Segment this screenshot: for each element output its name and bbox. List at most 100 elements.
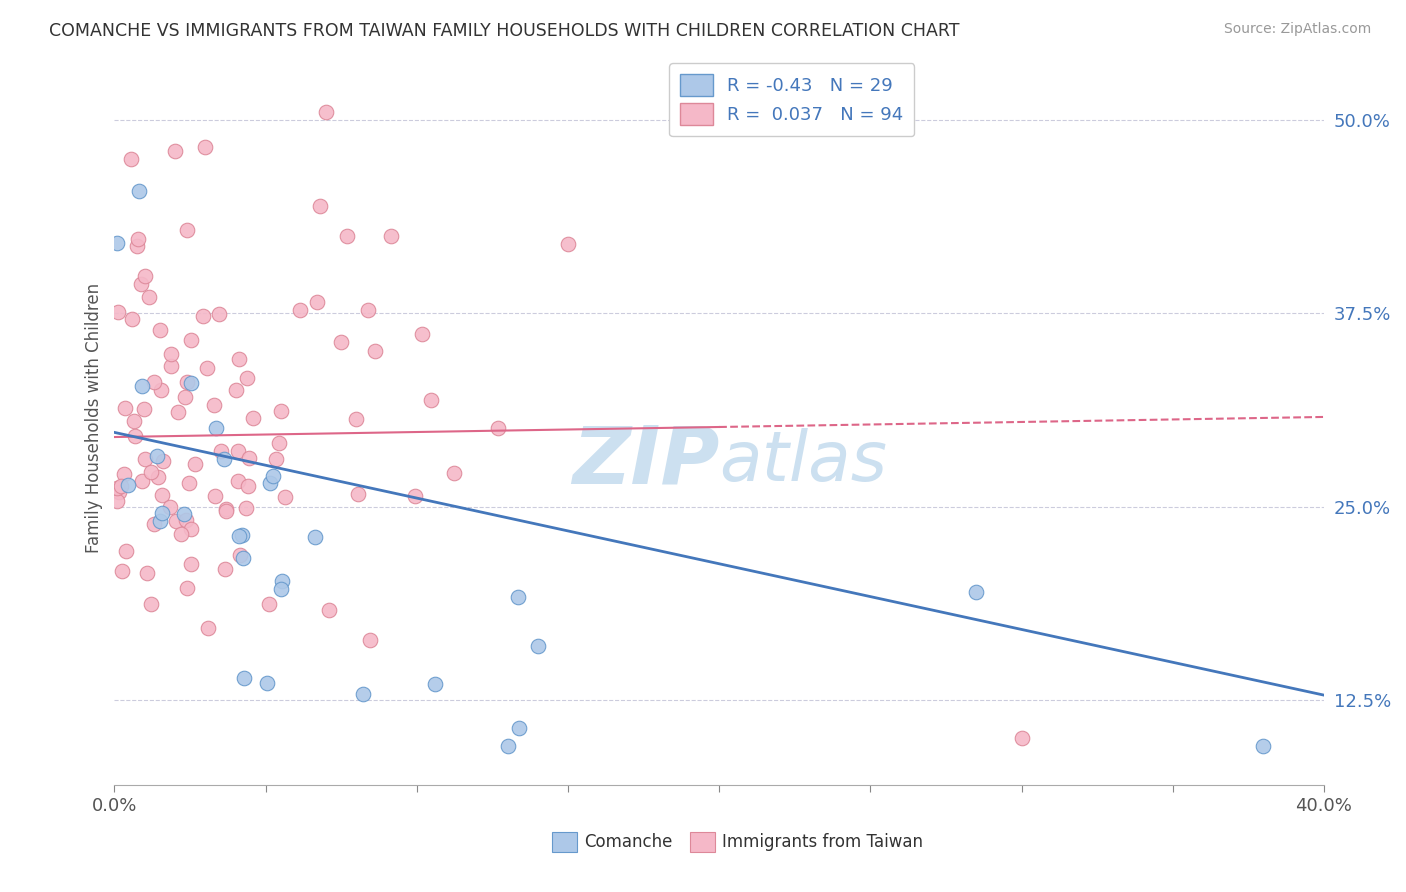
Point: [149, 514, 172, 528]
Point: [364, 344, 387, 359]
Point: [270, 582, 292, 596]
Point: [180, 557, 202, 571]
Point: [228, 352, 250, 367]
Point: [235, 501, 257, 516]
Point: [194, 140, 217, 154]
Point: [112, 467, 135, 481]
Point: [208, 307, 231, 321]
Point: [226, 474, 249, 488]
Point: [225, 383, 247, 397]
Point: [404, 489, 426, 503]
Point: [177, 475, 200, 490]
Point: [173, 390, 195, 404]
Point: [259, 475, 281, 490]
Point: [110, 479, 132, 493]
Point: [111, 564, 134, 578]
Point: [146, 449, 169, 463]
Point: [215, 504, 238, 518]
Point: [127, 238, 149, 252]
Point: [420, 392, 443, 407]
Point: [508, 721, 530, 735]
Point: [496, 739, 519, 753]
Point: [107, 494, 129, 508]
Point: [141, 465, 163, 479]
Point: [212, 451, 235, 466]
Point: [443, 467, 465, 481]
Point: [143, 516, 166, 531]
Point: [107, 481, 129, 495]
Point: [357, 302, 380, 317]
Point: [557, 236, 579, 251]
Point: [108, 485, 131, 500]
Legend: R = -0.43   N = 29, R =  0.037   N = 94: R = -0.43 N = 29, R = 0.037 N = 94: [669, 63, 914, 136]
Point: [238, 450, 260, 465]
Point: [122, 414, 145, 428]
Point: [205, 421, 228, 435]
Point: [318, 602, 340, 616]
Point: [150, 488, 173, 502]
Point: [315, 105, 337, 120]
Point: [149, 323, 172, 337]
Point: [1253, 739, 1275, 753]
Point: [228, 529, 250, 543]
Text: Immigrants from Taiwan: Immigrants from Taiwan: [723, 833, 922, 851]
Text: COMANCHE VS IMMIGRANTS FROM TAIWAN FAMILY HOUSEHOLDS WITH CHILDREN CORRELATION C: COMANCHE VS IMMIGRANTS FROM TAIWAN FAMIL…: [49, 22, 960, 40]
Point: [134, 269, 156, 284]
Point: [160, 359, 183, 373]
Point: [425, 677, 447, 691]
Point: [131, 379, 153, 393]
Point: [117, 478, 139, 492]
Point: [232, 671, 254, 685]
Text: atlas: atlas: [718, 428, 887, 495]
Point: [232, 550, 254, 565]
Point: [242, 411, 264, 425]
Point: [146, 469, 169, 483]
Point: [236, 478, 259, 492]
Point: [160, 347, 183, 361]
Point: [197, 621, 219, 635]
Point: [1011, 731, 1033, 746]
Point: [115, 543, 138, 558]
Point: [269, 435, 291, 450]
Point: [330, 335, 353, 350]
Point: [270, 404, 292, 418]
Point: [152, 454, 174, 468]
Point: [202, 398, 225, 412]
Point: [176, 375, 198, 389]
Point: [134, 401, 156, 416]
Point: [150, 506, 173, 520]
Point: [273, 491, 295, 505]
Point: [204, 489, 226, 503]
Point: [173, 507, 195, 521]
Point: [526, 639, 548, 653]
Point: [134, 451, 156, 466]
Point: [215, 501, 238, 516]
Point: [167, 405, 190, 419]
Text: ZIP: ZIP: [572, 423, 718, 500]
Point: [139, 597, 162, 611]
Point: [309, 199, 332, 213]
Point: [149, 383, 172, 397]
Point: [165, 514, 187, 528]
Point: [169, 527, 191, 541]
Point: [127, 232, 149, 246]
Point: [304, 530, 326, 544]
Point: [226, 444, 249, 458]
Point: [965, 584, 987, 599]
Point: [259, 597, 281, 611]
Point: [107, 236, 129, 251]
Point: [231, 528, 253, 542]
Point: [288, 303, 311, 318]
Point: [107, 304, 129, 318]
Point: [191, 310, 214, 324]
Point: [180, 522, 202, 536]
Point: [143, 375, 166, 389]
Point: [135, 566, 157, 580]
Point: [174, 513, 197, 527]
Point: [180, 334, 202, 348]
Text: Source: ZipAtlas.com: Source: ZipAtlas.com: [1223, 22, 1371, 37]
Point: [264, 451, 287, 466]
Point: [344, 412, 367, 426]
Point: [270, 574, 292, 588]
Point: [128, 184, 150, 198]
